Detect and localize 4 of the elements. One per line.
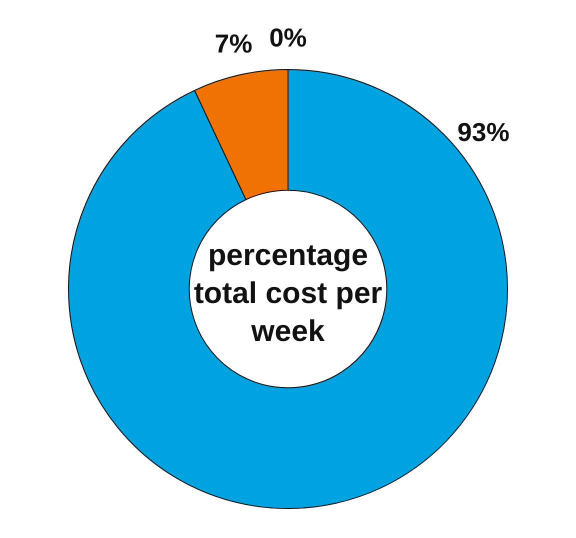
text: percentage total cost per week <box>193 238 383 350</box>
data-label: 93% <box>457 117 510 148</box>
text: 0% <box>269 22 307 53</box>
data-label: 7% <box>214 28 252 59</box>
